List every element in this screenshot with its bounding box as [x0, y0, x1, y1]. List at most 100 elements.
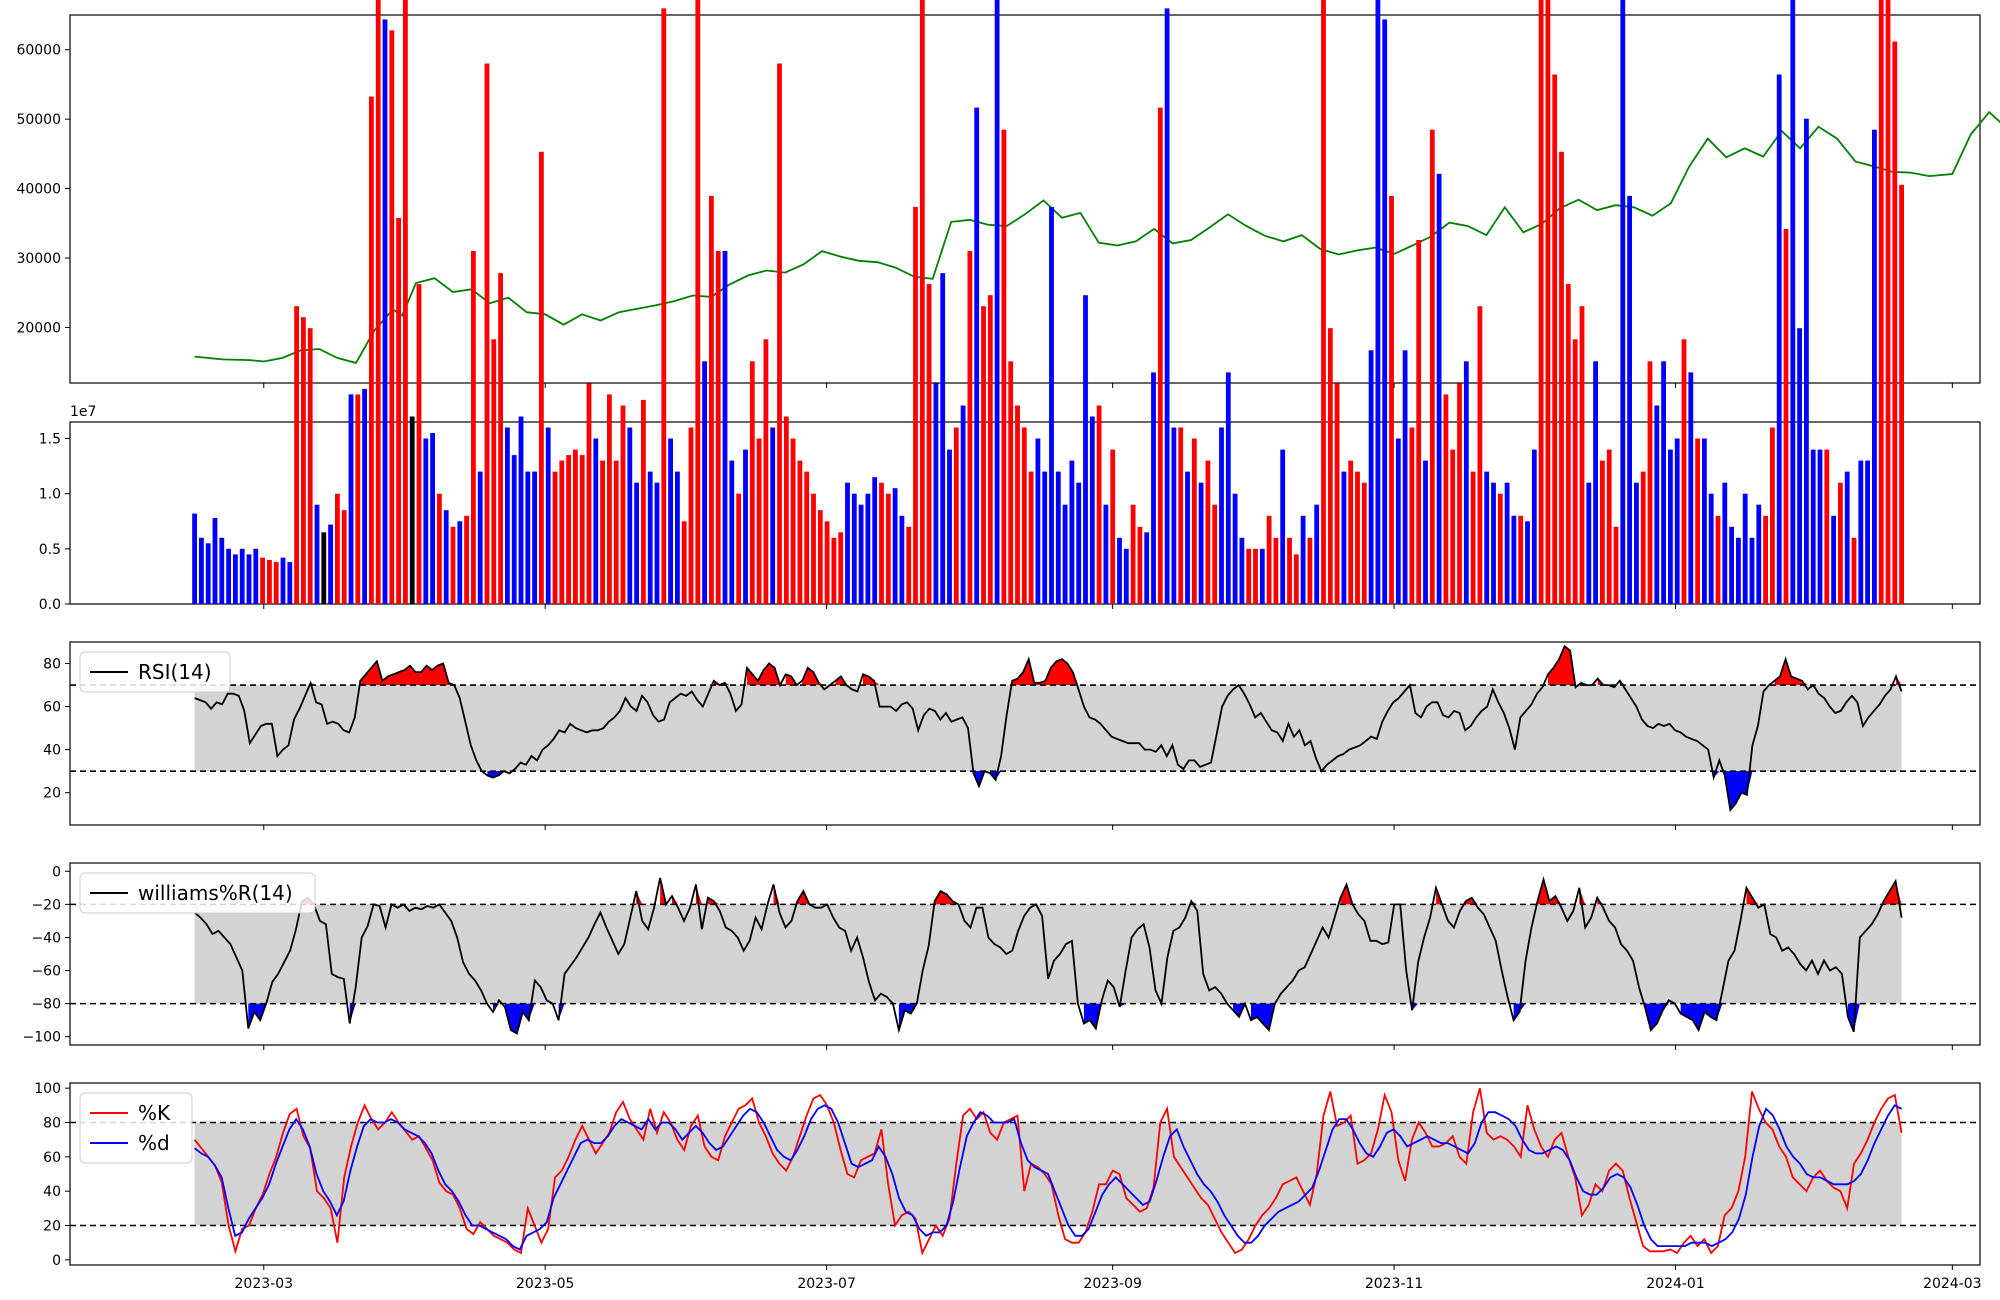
volume-bar: [688, 427, 694, 604]
volume-bar: [1531, 449, 1537, 604]
volume-bar: [511, 455, 517, 604]
volume-bar: [668, 438, 673, 604]
volume-bar: [613, 460, 619, 604]
volume-bar: [219, 537, 225, 604]
volume-bar: [1314, 504, 1320, 604]
volume-bar: [294, 306, 299, 604]
volume-bar: [369, 96, 374, 604]
legend-box: [79, 872, 316, 914]
volume-bar: [1055, 471, 1061, 604]
volume-bar: [1708, 493, 1714, 604]
volume-bar: [314, 504, 320, 604]
volume-bar: [1103, 504, 1109, 604]
volume-bar: [307, 328, 313, 604]
volume-bar: [1831, 515, 1836, 604]
volume-bar: [817, 510, 823, 604]
y-tick-label: 1.0: [39, 487, 61, 503]
volume-bar: [838, 532, 844, 604]
volume-bar: [362, 388, 367, 604]
volume-bar: [1341, 471, 1347, 604]
y-tick-label: 60: [43, 700, 61, 716]
volume-bar: [777, 63, 782, 604]
volume-bar: [287, 562, 293, 604]
overbought-fill: [1340, 884, 1353, 905]
volume-bar: [1885, 0, 1891, 604]
volume-bar: [974, 107, 980, 604]
oversold-fill: [1251, 1003, 1275, 1031]
volume-bar: [1749, 537, 1755, 604]
volume-bar: [872, 477, 878, 604]
volume-bar: [1348, 460, 1354, 604]
volume-bar: [199, 537, 204, 604]
volume-bar: [1817, 449, 1823, 604]
volume-bar: [1450, 449, 1456, 604]
volume-bar: [1327, 328, 1333, 604]
y-tick-label: 0.0: [39, 597, 61, 613]
volume-bar: [1504, 482, 1510, 604]
x-tick-label: 2023-07: [797, 1276, 856, 1292]
volume-bar: [1382, 19, 1388, 604]
volume-bar: [1804, 118, 1809, 604]
volume-bar: [301, 317, 306, 604]
volume-bar: [1212, 504, 1218, 604]
volume-bar: [1613, 526, 1619, 604]
volume-bar: [239, 548, 245, 604]
volume-bar: [1253, 548, 1258, 604]
y-tick-label: 40: [43, 1184, 61, 1200]
price-panel-frame: [69, 14, 1981, 384]
volume-bar: [1239, 537, 1245, 604]
volume-bar: [1429, 129, 1435, 604]
volume-bar: [471, 251, 476, 604]
volume-bar: [267, 559, 272, 604]
volume-bar: [341, 510, 347, 604]
volume-bar: [450, 526, 456, 604]
volume-bar: [1688, 372, 1694, 604]
volume-bar: [1695, 438, 1700, 604]
volume-bar: [552, 471, 558, 604]
volume-bar: [783, 416, 789, 604]
y-tick-label: 40: [43, 743, 61, 759]
volume-bar: [1640, 471, 1646, 604]
volume-bar: [1137, 526, 1143, 604]
volume-bar: [1647, 361, 1653, 604]
volume-bar: [1722, 482, 1728, 604]
volume-bar: [1178, 427, 1184, 604]
volume-bar: [1518, 515, 1524, 604]
volume-bar: [1321, 0, 1326, 605]
volume-bar: [416, 284, 422, 604]
volume-bar: [892, 488, 898, 604]
volume-bar: [729, 460, 735, 604]
volume-bar: [770, 427, 776, 604]
volume-bar: [1579, 306, 1585, 604]
volume-bar: [1763, 515, 1768, 604]
y-tick-label: 20: [43, 1219, 61, 1235]
volume-bar: [1307, 537, 1313, 604]
legend-label: %d: [138, 1131, 170, 1155]
volume-bar: [913, 206, 918, 604]
volume-bar: [1790, 0, 1796, 605]
volume-bar: [348, 394, 354, 604]
volume-bar: [1756, 504, 1762, 604]
volume-bar: [1484, 471, 1490, 604]
volume-bar: [1008, 361, 1014, 604]
overbought-fill: [1883, 881, 1902, 905]
volume-bar: [736, 493, 742, 604]
volume-bar: [851, 493, 857, 604]
y-tick-label: 30000: [16, 251, 61, 267]
volume-bar: [906, 526, 912, 604]
volume-bar: [790, 438, 796, 604]
volume-bar: [579, 455, 585, 604]
volume-bar: [573, 449, 578, 604]
volume-bar: [273, 562, 279, 604]
oversold-fill: [349, 1003, 356, 1024]
volume-bar: [1470, 471, 1476, 604]
volume-bar: [858, 504, 864, 604]
volume-bar: [1157, 107, 1163, 604]
volume-bar: [1198, 482, 1204, 604]
volume-bar: [722, 251, 728, 604]
volume-bar: [1416, 240, 1422, 604]
volume-bar: [865, 493, 871, 604]
overbought-fill: [1548, 646, 1576, 686]
volume-bar: [1436, 173, 1442, 605]
volume-bar: [1144, 532, 1150, 604]
